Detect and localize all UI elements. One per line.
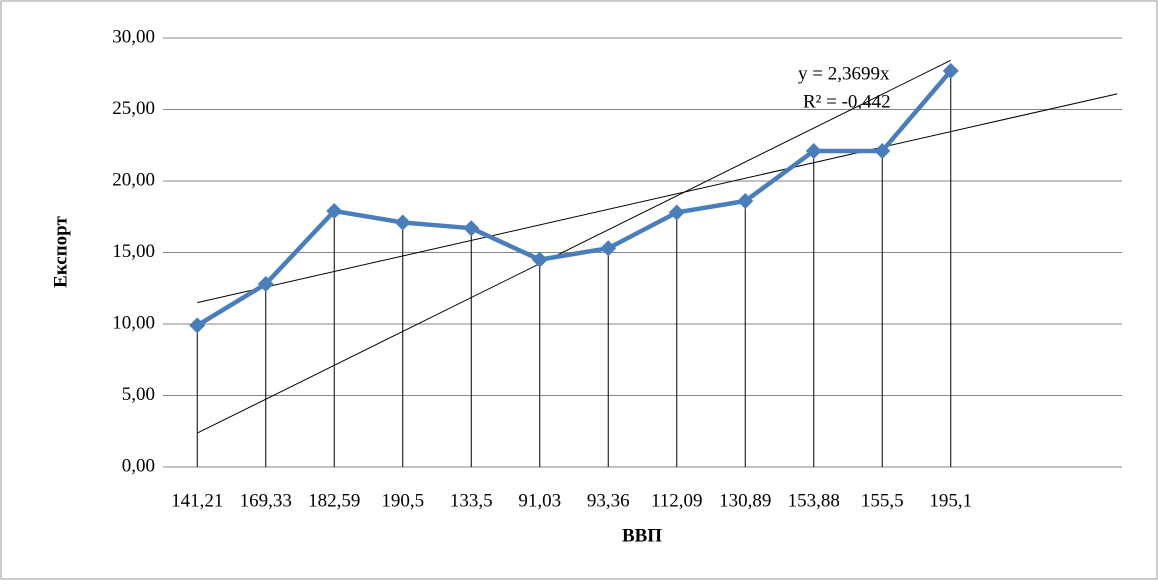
- data-point: [737, 193, 754, 210]
- x-tick-label: 93,36: [587, 490, 630, 511]
- y-tick-label: 20,00: [112, 169, 155, 190]
- trendline: [197, 93, 1118, 304]
- data-point: [668, 204, 685, 221]
- y-axis-title: Експорт: [50, 216, 71, 288]
- x-tick-label: 155,5: [861, 490, 904, 511]
- x-axis-title: ВВП: [622, 525, 662, 546]
- x-tick-label: 130,89: [719, 490, 771, 511]
- y-tick-label: 30,00: [112, 26, 155, 47]
- data-point: [463, 220, 480, 237]
- y-tick-label: 15,00: [112, 241, 155, 262]
- x-tick-label: 190,5: [381, 490, 424, 511]
- trendline: [197, 59, 951, 434]
- data-point: [189, 317, 206, 334]
- data-point: [394, 214, 411, 231]
- y-tick-label: 25,00: [112, 98, 155, 119]
- y-tick-label: 10,00: [112, 312, 155, 333]
- data-point: [874, 142, 891, 159]
- x-tick-label: 112,09: [651, 490, 703, 511]
- x-tick-label: 153,88: [788, 490, 840, 511]
- data-point: [942, 62, 959, 79]
- y-tick-label: 5,00: [122, 384, 155, 405]
- annotation: R² = -0,442: [803, 91, 891, 112]
- data-line: [196, 69, 953, 328]
- annotation: y = 2,3699x: [798, 63, 890, 84]
- x-tick-label: 91,03: [518, 490, 561, 511]
- x-tick-label: 169,33: [240, 490, 292, 511]
- data-point: [257, 275, 274, 292]
- data-point: [600, 240, 617, 257]
- x-tick-label: 182,59: [308, 490, 360, 511]
- y-tick-label: 0,00: [122, 455, 155, 476]
- x-tick-label: 141,21: [171, 490, 223, 511]
- data-point: [805, 142, 822, 159]
- x-tick-label: 133,5: [450, 490, 493, 511]
- data-point: [326, 203, 343, 220]
- data-point: [531, 251, 548, 268]
- x-tick-label: 195,1: [929, 490, 972, 511]
